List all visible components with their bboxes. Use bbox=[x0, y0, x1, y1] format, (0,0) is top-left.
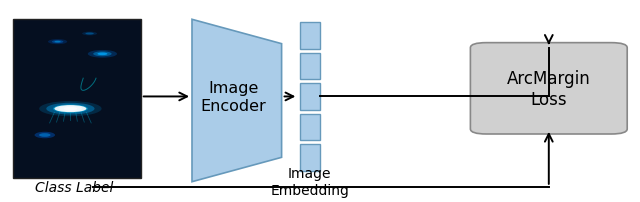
Ellipse shape bbox=[54, 42, 61, 43]
Ellipse shape bbox=[39, 101, 102, 117]
Ellipse shape bbox=[88, 51, 117, 58]
Ellipse shape bbox=[64, 107, 77, 111]
FancyBboxPatch shape bbox=[300, 84, 320, 110]
Text: ArcMargin
Loss: ArcMargin Loss bbox=[507, 69, 591, 108]
Ellipse shape bbox=[53, 105, 88, 113]
FancyBboxPatch shape bbox=[300, 23, 320, 49]
Circle shape bbox=[39, 134, 51, 137]
Ellipse shape bbox=[52, 41, 63, 44]
Text: Image
Encoder: Image Encoder bbox=[201, 81, 266, 113]
Ellipse shape bbox=[82, 33, 97, 36]
Polygon shape bbox=[192, 20, 282, 182]
Ellipse shape bbox=[97, 53, 108, 56]
FancyBboxPatch shape bbox=[13, 20, 141, 178]
FancyBboxPatch shape bbox=[300, 114, 320, 140]
Ellipse shape bbox=[46, 103, 95, 115]
Circle shape bbox=[35, 132, 55, 139]
Ellipse shape bbox=[59, 106, 82, 112]
Text: Image
Embedding: Image Embedding bbox=[270, 167, 349, 197]
Ellipse shape bbox=[86, 33, 94, 35]
FancyBboxPatch shape bbox=[300, 54, 320, 80]
FancyBboxPatch shape bbox=[300, 144, 320, 171]
Ellipse shape bbox=[54, 105, 86, 113]
FancyBboxPatch shape bbox=[470, 43, 627, 134]
Ellipse shape bbox=[48, 40, 67, 45]
Text: Class Label: Class Label bbox=[35, 180, 113, 194]
Ellipse shape bbox=[93, 52, 111, 57]
